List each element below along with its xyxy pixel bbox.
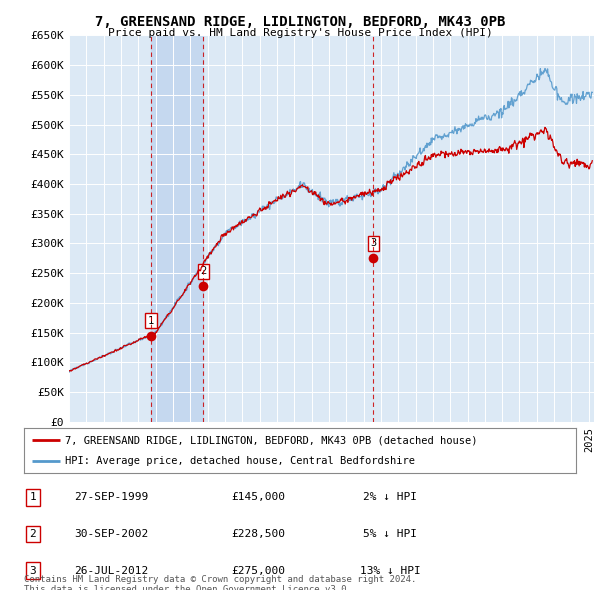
Text: 3: 3: [370, 238, 377, 248]
Text: 30-SEP-2002: 30-SEP-2002: [74, 529, 148, 539]
Text: £228,500: £228,500: [231, 529, 285, 539]
Text: This data is licensed under the Open Government Licence v3.0.: This data is licensed under the Open Gov…: [24, 585, 352, 590]
Text: 7, GREENSAND RIDGE, LIDLINGTON, BEDFORD, MK43 0PB (detached house): 7, GREENSAND RIDGE, LIDLINGTON, BEDFORD,…: [65, 435, 478, 445]
Text: HPI: Average price, detached house, Central Bedfordshire: HPI: Average price, detached house, Cent…: [65, 456, 415, 466]
Text: 2: 2: [29, 529, 37, 539]
Text: £275,000: £275,000: [231, 566, 285, 575]
Text: 13% ↓ HPI: 13% ↓ HPI: [359, 566, 421, 575]
Text: Price paid vs. HM Land Registry's House Price Index (HPI): Price paid vs. HM Land Registry's House …: [107, 28, 493, 38]
Text: Contains HM Land Registry data © Crown copyright and database right 2024.: Contains HM Land Registry data © Crown c…: [24, 575, 416, 584]
Text: 2: 2: [200, 266, 206, 276]
Text: 2% ↓ HPI: 2% ↓ HPI: [363, 493, 417, 502]
Text: 1: 1: [148, 316, 154, 326]
Text: 5% ↓ HPI: 5% ↓ HPI: [363, 529, 417, 539]
Bar: [151, 35, 203, 422]
Text: 3: 3: [29, 566, 37, 575]
Text: £145,000: £145,000: [231, 493, 285, 502]
Text: 7, GREENSAND RIDGE, LIDLINGTON, BEDFORD, MK43 0PB: 7, GREENSAND RIDGE, LIDLINGTON, BEDFORD,…: [95, 15, 505, 30]
Text: 1: 1: [29, 493, 37, 502]
Text: 27-SEP-1999: 27-SEP-1999: [74, 493, 148, 502]
Text: 26-JUL-2012: 26-JUL-2012: [74, 566, 148, 575]
